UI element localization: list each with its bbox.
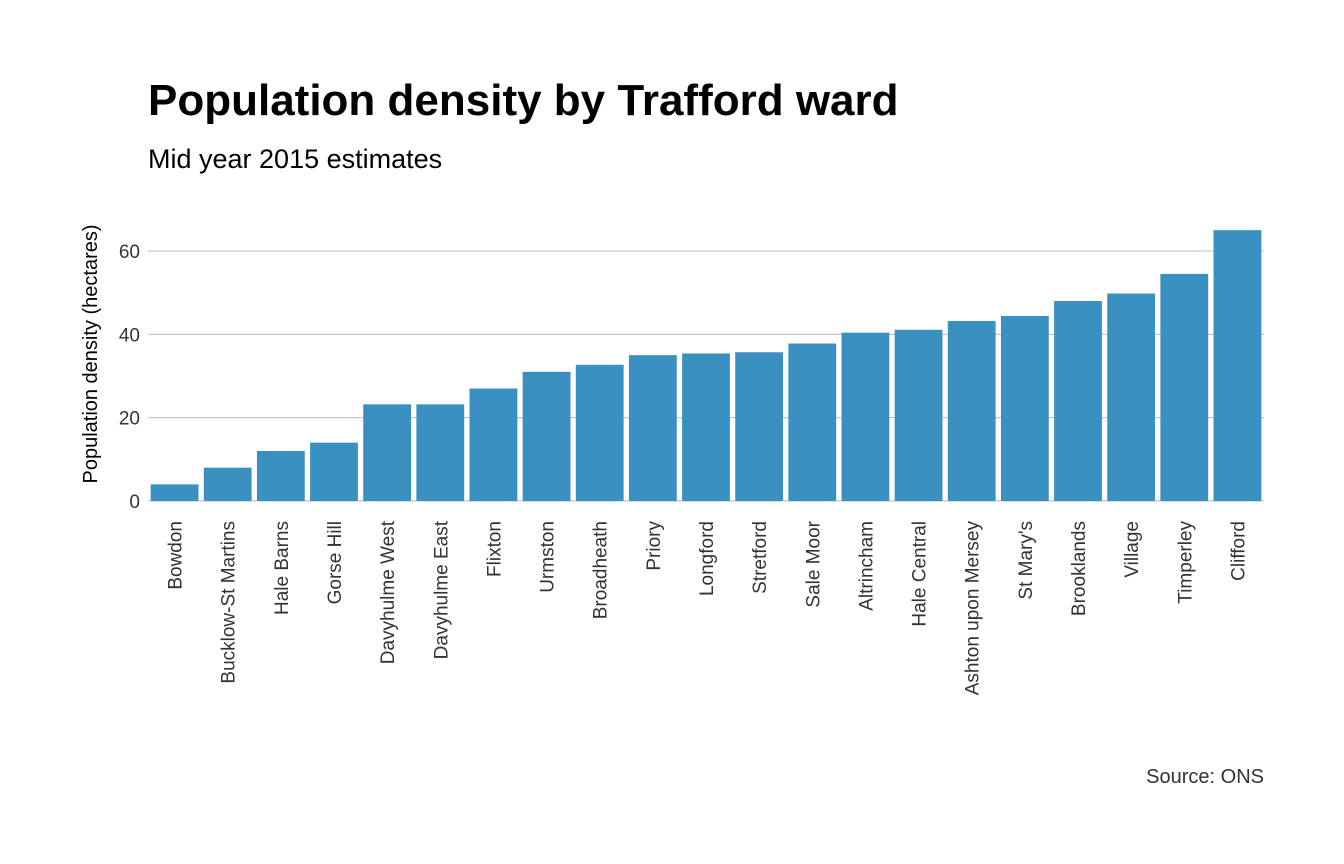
x-tick-label: Timperley (1175, 521, 1196, 604)
x-tick-label: Urmston (538, 521, 559, 593)
bar (256, 451, 305, 501)
bar (416, 404, 465, 501)
bar (310, 442, 358, 501)
x-tick-label: Stretford (750, 521, 771, 594)
bar (1160, 273, 1209, 501)
x-axis-ticks: Bowdon Bucklow-St Martins Hale Barns Gorse … (166, 520, 1250, 695)
x-tick-label: Altrincham (856, 521, 877, 611)
bar (841, 332, 890, 501)
y-tick-label: 40 (119, 325, 140, 346)
x-tick-label: Sale Moor (803, 520, 824, 607)
x-tick-label: Hale Central (910, 521, 931, 627)
chart-title: Population density by Trafford ward (148, 76, 899, 125)
x-tick-label: Davyhulme East (431, 520, 452, 659)
y-tick-label: 60 (119, 242, 140, 263)
bar (894, 329, 943, 501)
x-tick-label: Broadheath (591, 521, 612, 619)
x-tick-label: Bucklow-St Martins (219, 521, 240, 684)
y-tick-label: 0 (129, 492, 140, 513)
bar (1107, 293, 1156, 501)
bar (363, 404, 412, 501)
bar (682, 353, 730, 501)
x-tick-label: St Mary's (1016, 521, 1037, 600)
y-axis-ticks: 0 20 40 60 (119, 242, 140, 513)
x-tick-label: Village (1122, 521, 1143, 578)
bar (947, 321, 996, 501)
bar (788, 343, 837, 501)
y-axis-label: Population density (hectares) (80, 224, 102, 483)
x-tick-label: Hale Barns (272, 521, 293, 615)
source-caption: Source: ONS (1146, 766, 1264, 788)
x-tick-label: Brooklands (1069, 521, 1090, 616)
bar (575, 364, 624, 501)
bar (150, 484, 199, 501)
bar (522, 371, 571, 501)
x-tick-label: Davyhulme West (378, 520, 399, 664)
bar (469, 388, 518, 501)
y-tick-label: 20 (119, 409, 140, 430)
bar (1000, 316, 1049, 501)
x-tick-label: Bowdon (166, 521, 187, 590)
bars (150, 230, 1262, 501)
bar (1213, 230, 1262, 501)
x-tick-label: Longford (697, 521, 718, 596)
x-tick-label: Gorse Hill (325, 521, 346, 604)
bar (628, 355, 677, 501)
chart-subtitle: Mid year 2015 estimates (148, 144, 442, 174)
x-tick-label: Priory (644, 521, 665, 571)
x-tick-label: Flixton (484, 521, 505, 577)
bar (1054, 301, 1102, 501)
x-tick-label: Ashton upon Mersey (963, 521, 984, 696)
x-tick-label: Clifford (1228, 521, 1249, 581)
bar (735, 352, 784, 501)
bar (203, 467, 252, 501)
